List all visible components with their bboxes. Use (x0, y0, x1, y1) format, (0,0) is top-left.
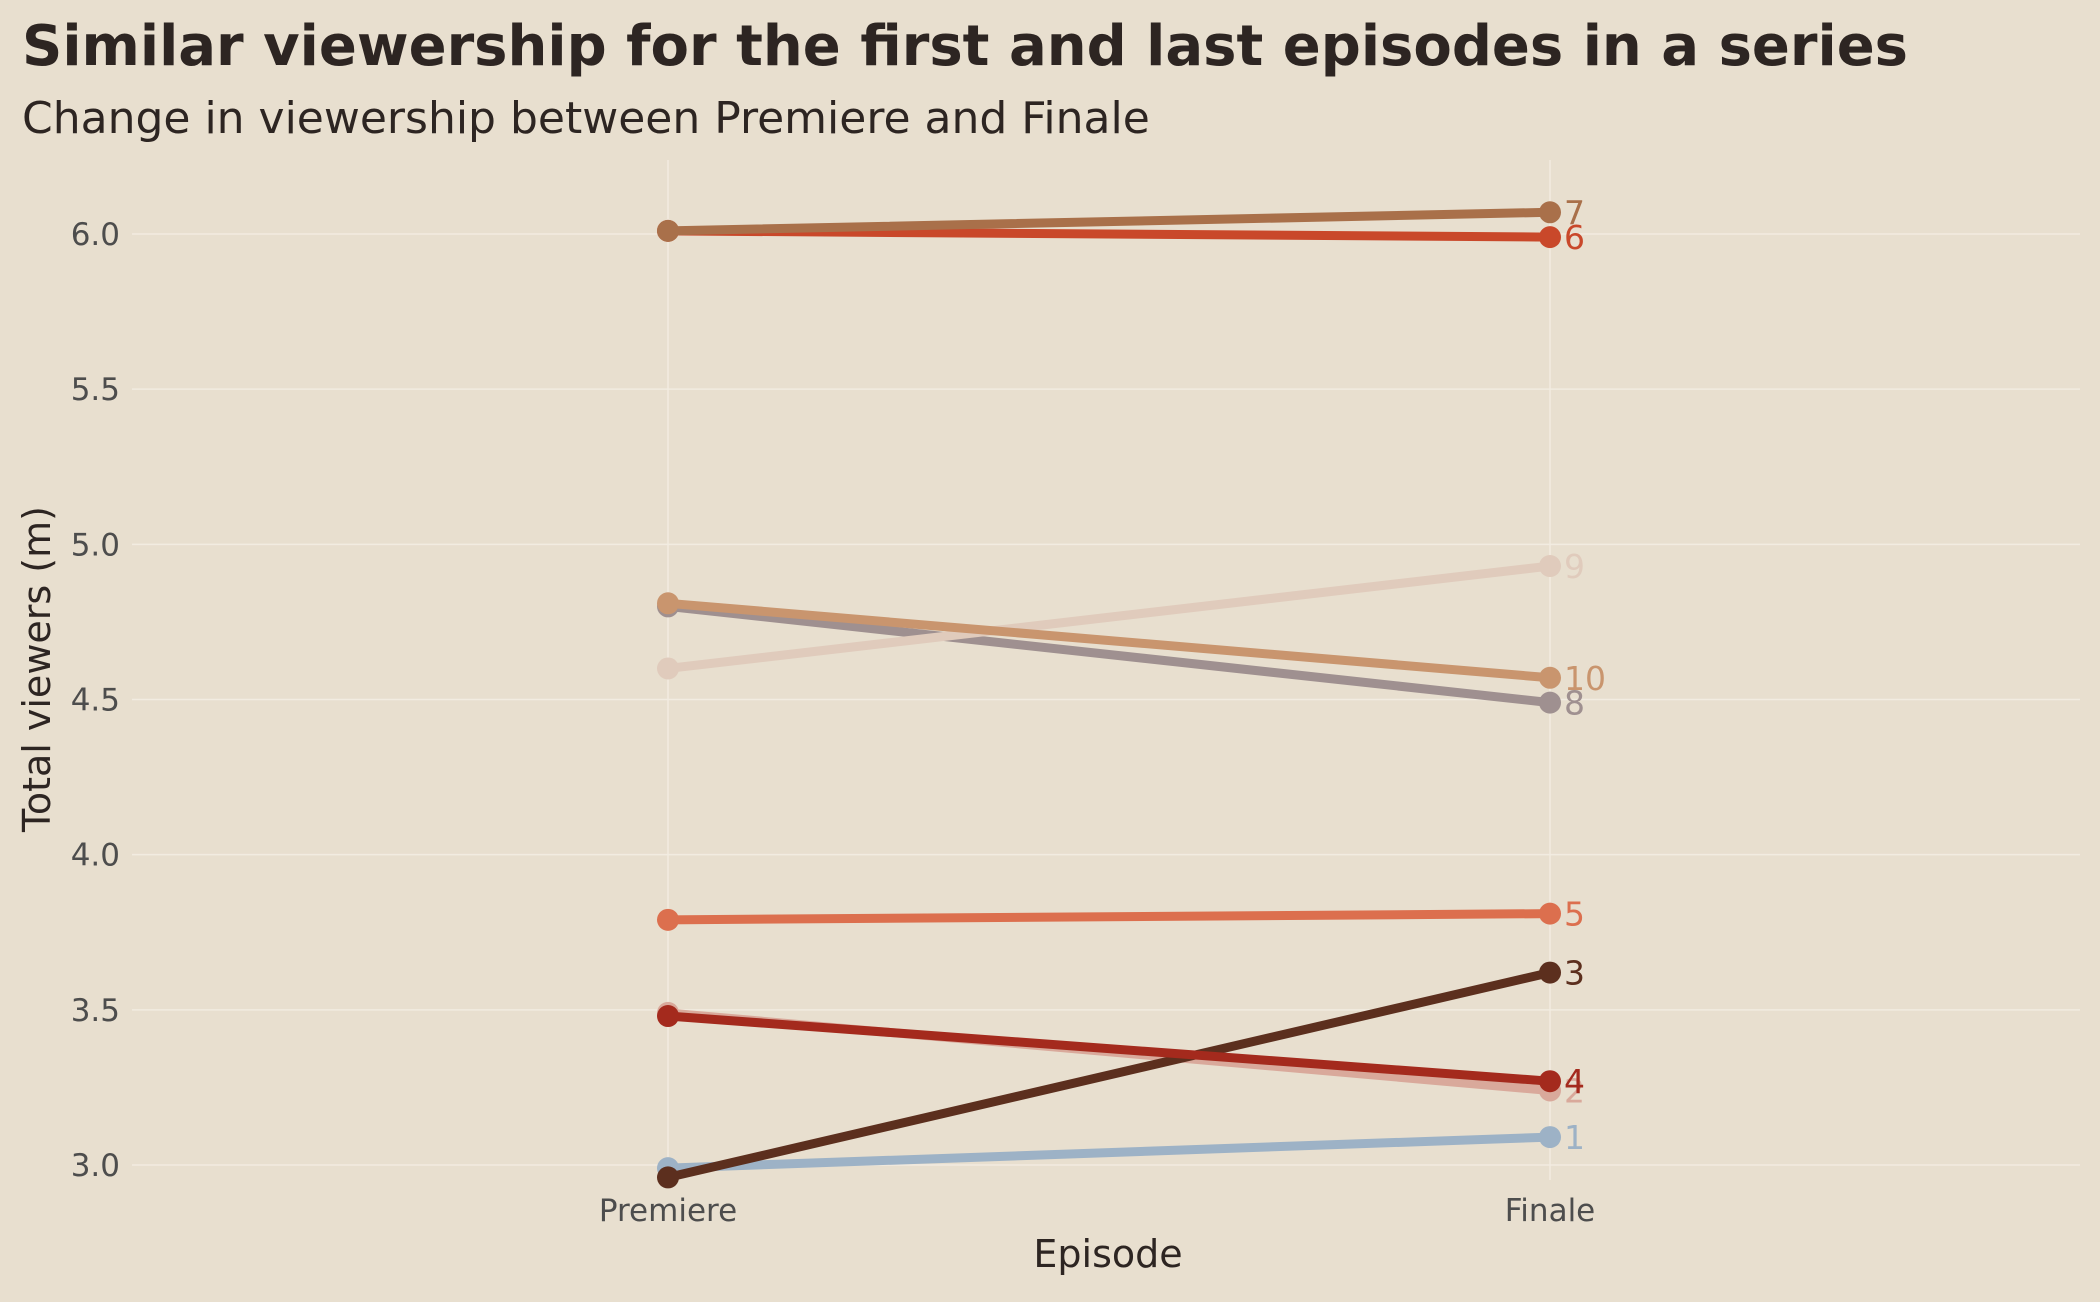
y-tick-label: 3.5 (71, 993, 120, 1029)
x-tick-label: Premiere (599, 1193, 737, 1229)
series-end-label: 1 (1564, 1118, 1585, 1157)
data-point (1539, 201, 1561, 224)
chart-title: Similar viewership for the first and las… (22, 14, 1908, 79)
data-point (657, 1005, 679, 1028)
series-line (663, 1132, 1555, 1173)
data-point (1539, 1070, 1561, 1093)
series-end-label: 5 (1564, 895, 1585, 934)
data-point (657, 657, 679, 680)
series-line (663, 207, 1555, 236)
y-tick-label: 4.0 (71, 838, 120, 874)
data-point (657, 592, 679, 615)
y-axis-ticks: 3.0 3.5 4.0 4.5 5.0 5.5 6.0 (71, 217, 120, 1184)
data-point (657, 908, 679, 931)
series-3 (657, 961, 1561, 1189)
grid (132, 160, 2080, 1180)
series-10 (657, 592, 1561, 689)
y-tick-label: 3.0 (71, 1148, 120, 1184)
y-tick-label: 5.5 (71, 372, 120, 408)
data-point (1539, 1126, 1561, 1149)
x-axis-ticks: Premiere Finale (599, 1193, 1595, 1229)
y-axis-title: Total viewers (m) (15, 506, 59, 833)
series-end-label: 3 (1564, 954, 1585, 993)
series-end-label: 7 (1564, 193, 1585, 232)
series-end-label: 6 (1564, 218, 1585, 257)
series-end-label: 9 (1564, 547, 1585, 586)
data-point (1539, 961, 1561, 984)
series-lines (657, 201, 1561, 1189)
series-4 (657, 1005, 1561, 1093)
series-end-label: 2 (1564, 1072, 1585, 1111)
data-point (1539, 902, 1561, 925)
series-line (663, 561, 1555, 673)
series-line (663, 909, 1555, 925)
series-7 (657, 201, 1561, 242)
data-point (1539, 691, 1561, 714)
series-line (663, 598, 1555, 683)
y-tick-label: 4.5 (71, 683, 120, 719)
series-end-labels: 1 2 3 4 5 67 8 9 10 (1564, 193, 1606, 1157)
series-line (663, 1011, 1555, 1086)
y-tick-label: 5.0 (71, 527, 120, 563)
series-9 (657, 555, 1561, 680)
data-point (657, 219, 679, 242)
data-point (1539, 555, 1561, 578)
chart-subtitle: Change in viewership between Premiere an… (22, 93, 1150, 144)
data-point (1539, 666, 1561, 689)
x-tick-label: Finale (1505, 1193, 1596, 1229)
series-5 (657, 902, 1561, 931)
data-point (657, 1166, 679, 1189)
y-tick-label: 6.0 (71, 217, 120, 253)
data-point (1539, 226, 1561, 249)
series-line (663, 601, 1555, 708)
series-end-label: 8 (1564, 684, 1585, 723)
x-axis-title: Episode (1033, 1232, 1182, 1276)
series-end-label: 10 (1564, 659, 1606, 698)
series-end-label: 4 (1564, 1062, 1585, 1101)
series-line (663, 968, 1555, 1182)
